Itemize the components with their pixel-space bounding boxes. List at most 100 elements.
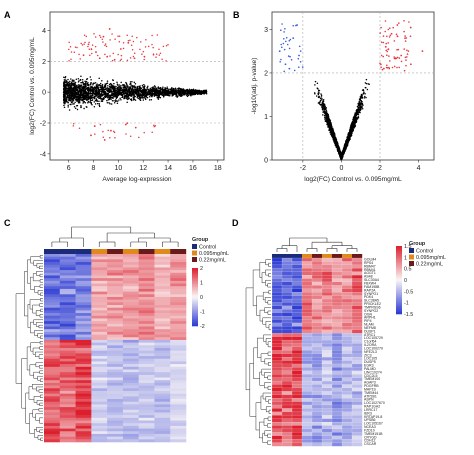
data-point: [357, 116, 359, 118]
data-point: [192, 92, 194, 95]
significant-point: [156, 34, 159, 36]
significant-point: [103, 139, 106, 141]
data-point: [117, 84, 119, 87]
data-point: [178, 94, 181, 96]
data-point: [328, 119, 331, 121]
data-point: [95, 89, 98, 91]
data-point: [111, 96, 113, 99]
data-point: [156, 90, 159, 93]
data-point: [74, 94, 76, 97]
significant-point: [83, 34, 86, 36]
significant-point: [76, 46, 78, 49]
data-point: [113, 87, 116, 89]
data-point: [322, 100, 325, 102]
data-point: [82, 100, 85, 102]
data-point: [78, 87, 81, 90]
data-point: [324, 114, 327, 117]
data-point: [77, 90, 80, 92]
data-point: [358, 102, 360, 104]
data-point: [136, 93, 139, 96]
data-point: [171, 86, 173, 89]
data-point: [94, 92, 97, 94]
data-point: [347, 137, 350, 139]
data-point: [94, 99, 97, 102]
data-point: [98, 77, 100, 80]
significant-point: [134, 126, 137, 129]
data-point: [143, 83, 145, 86]
data-point: [330, 123, 332, 125]
significant-point: [154, 124, 157, 127]
data-point: [63, 93, 65, 96]
data-point: [79, 85, 82, 88]
data-point: [360, 94, 363, 97]
data-point: [101, 80, 103, 82]
data-point: [352, 121, 354, 123]
data-point: [366, 88, 369, 91]
data-point: [80, 81, 82, 84]
data-point: [96, 102, 99, 105]
significant-point: [131, 49, 134, 51]
data-point: [320, 96, 323, 98]
data-point: [81, 96, 83, 99]
data-point: [321, 101, 324, 104]
data-point: [66, 82, 68, 84]
significant-point: [106, 55, 109, 58]
data-point: [145, 92, 147, 94]
data-point: [98, 103, 101, 105]
data-point: [87, 87, 89, 90]
data-point: [361, 108, 364, 110]
significant-point: [95, 51, 97, 53]
y-tick-label: -2: [40, 121, 46, 128]
significant-point: [125, 133, 127, 135]
data-point: [72, 96, 75, 99]
significant-point: [91, 52, 93, 55]
data-point: [144, 97, 147, 99]
data-point: [92, 96, 95, 99]
data-point: [205, 90, 208, 93]
significant-point: [105, 45, 108, 48]
significant-point: [159, 52, 162, 54]
data-point: [349, 127, 352, 129]
data-point: [64, 81, 66, 84]
data-point: [106, 89, 108, 92]
data-point: [152, 93, 154, 95]
data-point: [362, 93, 364, 95]
data-point: [168, 88, 170, 91]
significant-point: [133, 52, 136, 55]
data-point: [182, 88, 185, 90]
data-point: [159, 96, 162, 99]
data-point: [84, 95, 86, 98]
data-point: [105, 88, 108, 90]
significant-point: [85, 35, 88, 38]
significant-point: [111, 33, 113, 35]
data-point: [66, 80, 68, 83]
data-point: [322, 107, 324, 109]
data-point: [83, 98, 86, 100]
data-point: [355, 114, 357, 117]
data-point: [152, 86, 154, 88]
significant-point: [104, 53, 106, 56]
data-point: [125, 81, 127, 84]
data-point: [78, 85, 80, 88]
significant-point: [129, 39, 131, 41]
data-point: [161, 87, 164, 90]
data-point: [169, 93, 171, 95]
data-point: [147, 90, 150, 93]
data-point: [136, 96, 138, 98]
data-point: [322, 99, 325, 101]
significant-point: [117, 53, 119, 56]
data-point: [199, 93, 202, 95]
data-point: [66, 101, 68, 103]
data-point: [188, 88, 191, 91]
data-point: [335, 141, 337, 144]
data-point: [363, 97, 366, 99]
data-point: [120, 84, 122, 87]
upregulated-point: [396, 24, 399, 26]
data-point: [130, 99, 133, 102]
data-point: [86, 82, 88, 85]
data-point: [104, 90, 106, 93]
data-point: [130, 84, 132, 86]
significant-point: [155, 56, 157, 58]
data-point: [359, 98, 361, 101]
data-point: [153, 95, 156, 97]
